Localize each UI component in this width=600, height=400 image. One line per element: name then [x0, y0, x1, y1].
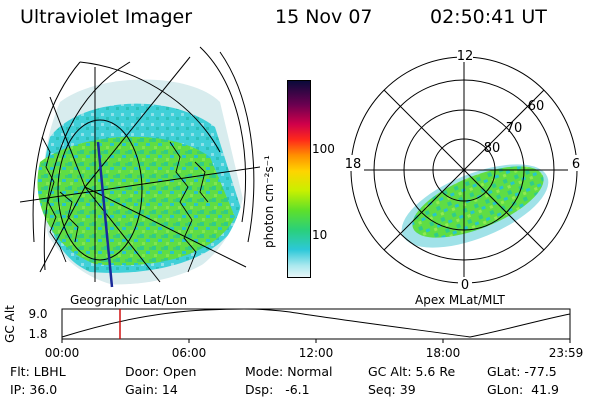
- polar-image-panel: 12 18 6 0 60 70 80: [342, 48, 582, 293]
- door-status: Door: Open: [125, 364, 197, 379]
- dsp-value: Dsp: -6.1: [245, 382, 310, 397]
- colorbar-tick-100: 100: [312, 142, 335, 156]
- mlt-label-6: 6: [572, 157, 580, 172]
- geographic-image-panel: [20, 46, 260, 288]
- lat-label-60: 60: [528, 99, 545, 114]
- alt-tick-bottom: 1.8: [28, 327, 47, 341]
- gain-value: Gain: 14: [125, 382, 178, 397]
- colorbar: [287, 80, 311, 278]
- alt-tick-top: 9.0: [28, 307, 47, 321]
- time-tick-2359: 23:59: [549, 346, 584, 360]
- altitude-plot: 9.0 1.8 GC Alt 00:00 06:00 12:00 18:00 2…: [3, 305, 584, 360]
- sequence-value: Seq: 39: [368, 382, 416, 397]
- colorbar-unit-label: photon cm⁻²s⁻¹: [262, 155, 276, 248]
- time-tick-1200: 12:00: [299, 346, 334, 360]
- lat-label-70: 70: [506, 121, 523, 136]
- time-tick-1800: 18:00: [426, 346, 461, 360]
- gc-altitude-value: GC Alt: 5.6 Re: [368, 364, 456, 379]
- mlt-label-18: 18: [345, 157, 362, 172]
- geo-panel-caption: Geographic Lat/Lon: [70, 293, 188, 307]
- time-tick-0000: 00:00: [45, 346, 80, 360]
- time-tick-0600: 06:00: [172, 346, 207, 360]
- mode-value: Mode: Normal: [245, 364, 333, 379]
- alt-axis-label: GC Alt: [3, 305, 17, 343]
- glon-value: GLon: 41.9: [487, 382, 559, 397]
- lat-label-80: 80: [484, 141, 501, 156]
- ip-value: IP: 36.0: [10, 382, 58, 397]
- polar-panel-caption: Apex MLat/MLT: [415, 293, 505, 307]
- mlt-label-12: 12: [457, 49, 474, 64]
- mlt-label-0: 0: [461, 278, 469, 293]
- observation-date: 15 Nov 07: [275, 6, 373, 28]
- instrument-title: Ultraviolet Imager: [20, 6, 193, 28]
- filter-value: Flt: LBHL: [10, 364, 66, 379]
- observation-time: 02:50:41 UT: [430, 6, 547, 28]
- colorbar-tick-10: 10: [312, 228, 328, 242]
- glat-value: GLat: -77.5: [487, 364, 557, 379]
